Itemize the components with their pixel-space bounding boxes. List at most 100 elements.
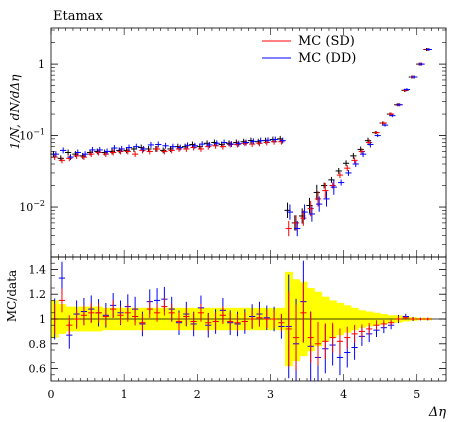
ratio-sd-point: [102, 307, 109, 326]
mc-sd-point: [388, 112, 395, 116]
ratio-sd-point: [417, 318, 424, 320]
mc-dd-point: [96, 146, 103, 153]
mc-sd-point: [80, 154, 88, 161]
ratio-sd-point: [373, 320, 380, 331]
data-point: [320, 182, 328, 189]
mc-dd-point: [316, 196, 323, 212]
mc-dd-point: [155, 141, 162, 148]
mc-sd-point: [102, 151, 109, 158]
ratio-y-tick-label: 0.6: [29, 363, 47, 376]
mc-sd-point: [256, 140, 263, 147]
mc-dd-point: [82, 151, 89, 158]
data-point: [350, 152, 357, 159]
mc-sd-point: [373, 131, 380, 135]
mc-sd-point: [212, 142, 219, 149]
ratio-sd-point: [285, 291, 292, 367]
x-tick-label: 5: [413, 388, 420, 401]
ratio-sd-point: [66, 315, 73, 336]
ratio-sd-point: [117, 306, 124, 325]
mc-sd-point: [234, 141, 241, 148]
ratio-sd-point: [402, 315, 409, 320]
mc-sd-point: [110, 149, 117, 156]
ratio-sd-point: [161, 297, 168, 316]
ratio-y-axis-label: MC/data: [5, 270, 19, 322]
ratio-sd-point: [241, 312, 248, 331]
mc-sd-point: [168, 147, 175, 154]
mc-sd-point: [175, 145, 183, 152]
data-point: [335, 167, 342, 174]
mc-sd-point: [249, 141, 256, 148]
ratio-sd-point: [292, 304, 300, 371]
mc-sd-point: [183, 145, 190, 152]
ratio-sd-point: [329, 322, 336, 353]
data-point: [64, 149, 72, 156]
x-tick-label: 3: [267, 388, 274, 401]
mc-sd-point: [380, 121, 387, 125]
ratio-sd-point: [270, 310, 278, 328]
ratio-sd-point: [395, 316, 402, 322]
mc-dd-point: [323, 191, 330, 207]
ratio-sd-point: [183, 307, 190, 326]
ratio-sd-point: [314, 321, 322, 366]
ratio-sd-point: [110, 300, 117, 319]
mc-dd-point: [162, 142, 169, 149]
top-y-tick-label: 10−1: [19, 128, 45, 143]
ratio-sd-point: [307, 312, 314, 363]
mc-dd-point: [403, 88, 411, 92]
mc-dd-point: [264, 137, 272, 144]
top-y-tick-label: 10−2: [19, 199, 45, 214]
ratio-sd-point: [227, 312, 234, 331]
ratio-sd-point: [205, 313, 212, 332]
ratio-sd-point: [249, 310, 256, 328]
mc-dd-point: [381, 123, 389, 127]
mc-sd-point: [300, 210, 307, 226]
ratio-sd-point: [234, 313, 241, 332]
ratio-y-tick-label: 1.2: [29, 288, 47, 301]
mc-dd-point: [301, 204, 308, 220]
mc-dd-point: [330, 179, 337, 195]
mc-dd-point: [169, 143, 177, 150]
top-ticks-layer: 10−2 10−1 1: [19, 28, 447, 258]
ratio-sd-point: [124, 303, 131, 322]
mc-dd-point: [206, 141, 213, 148]
ratio-sd-point: [366, 322, 373, 335]
ratio-sd-point: [80, 305, 88, 326]
mc-dd-point: [250, 138, 257, 145]
mc-dd-point: [308, 206, 315, 222]
mc-dd-point: [294, 220, 301, 237]
mc-sd-point: [139, 147, 146, 154]
mc-sd-point: [66, 155, 73, 162]
mc-dd-point: [147, 141, 155, 148]
mc-dd-point: [60, 147, 67, 154]
mc-dd-point: [235, 140, 242, 147]
mc-dd-point: [177, 144, 184, 151]
mc-dd-point: [257, 137, 264, 144]
ratio-sd-point: [380, 319, 387, 328]
mc-dd-point: [389, 114, 396, 118]
x-axis-label: Δη: [428, 405, 446, 420]
top-y-tick-label: 1: [38, 58, 45, 71]
mc-sd-point: [88, 151, 95, 158]
mc-sd-point: [344, 165, 351, 172]
mc-dd-point: [213, 140, 220, 147]
mc-dd-point: [338, 179, 345, 186]
mc-sd-point: [197, 145, 205, 152]
ratio-sd-point: [263, 310, 270, 328]
mc-sd-point: [358, 148, 365, 155]
ratio-sd-point: [358, 324, 365, 339]
mc-sd-point: [219, 143, 227, 150]
mc-sd-point: [73, 152, 80, 159]
ratio-sd-point: [278, 313, 285, 332]
ratio-sd-point: [146, 300, 153, 319]
mc-dd-point: [352, 161, 359, 167]
data-point: [306, 197, 313, 214]
ratio-sd-point: [168, 303, 175, 322]
x-tick-label: 2: [194, 388, 201, 401]
ratio-sd-point: [58, 288, 66, 313]
ratio-sd-point: [212, 312, 219, 331]
ratio-y-tick-label: 1: [39, 313, 46, 326]
ratio-sd-point: [139, 313, 146, 332]
ratio-sd-point: [424, 318, 431, 320]
mc-dd-point: [220, 139, 228, 146]
mc-sd-point: [351, 157, 358, 164]
